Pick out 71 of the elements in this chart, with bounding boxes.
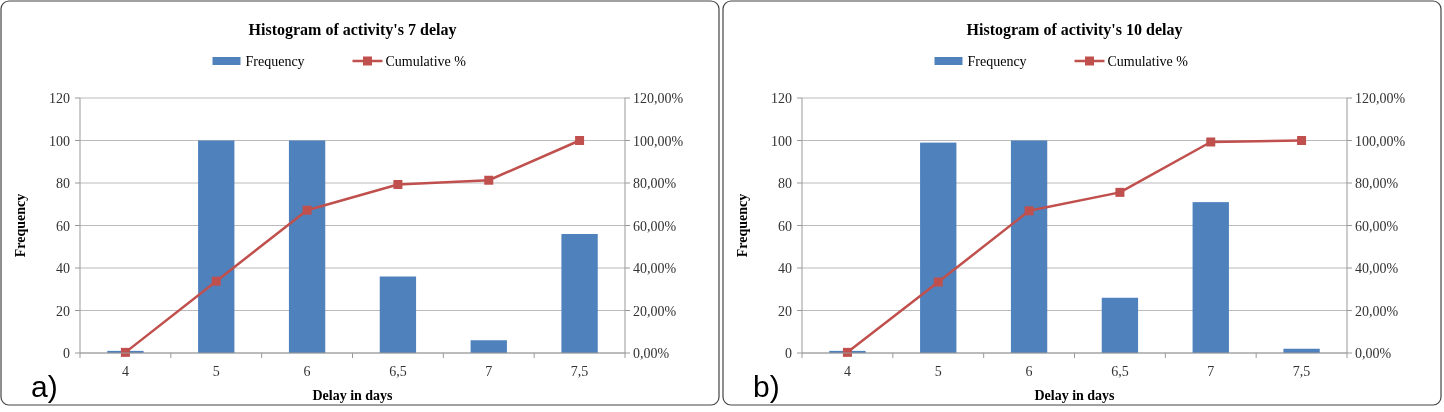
x-tick-label: 6 bbox=[1025, 364, 1033, 379]
y2-tick-label: 60,00% bbox=[1355, 218, 1399, 234]
point bbox=[1297, 136, 1307, 145]
y-tick-label: 0 bbox=[785, 346, 792, 361]
y2-tick-label: 20,00% bbox=[633, 303, 677, 319]
bar bbox=[1192, 202, 1229, 353]
y2-tick-label: 100,00% bbox=[633, 133, 684, 149]
x-tick-label: 4 bbox=[121, 364, 129, 379]
point bbox=[393, 179, 403, 189]
y-tick-label: 20 bbox=[778, 303, 792, 319]
bar bbox=[288, 140, 326, 353]
x-tick-label: 7 bbox=[485, 364, 493, 379]
x-axis-title: Delay in days bbox=[312, 388, 394, 403]
x-axis-title: Delay in days bbox=[1034, 388, 1116, 403]
bar bbox=[920, 142, 957, 353]
y-tick-label: 0 bbox=[63, 346, 70, 361]
point bbox=[1024, 206, 1034, 216]
point bbox=[933, 277, 943, 287]
x-tick-label: 6 bbox=[303, 364, 311, 379]
y-tick-label: 40 bbox=[56, 261, 70, 276]
y-tick-label: 80 bbox=[778, 176, 792, 191]
bar bbox=[561, 234, 598, 353]
y2-tick-label: 60,00% bbox=[633, 218, 677, 234]
bar bbox=[1010, 140, 1048, 353]
x-tick-label: 4 bbox=[843, 364, 851, 379]
y-axis-title: Frequency bbox=[735, 193, 750, 258]
chart-title: Histogram of activity's 7 delay bbox=[248, 21, 457, 39]
x-tick-label: 7 bbox=[1207, 364, 1215, 379]
point bbox=[1206, 137, 1216, 147]
y2-tick-label: 0,00% bbox=[1355, 346, 1392, 361]
y2-tick-label: 80,00% bbox=[1355, 176, 1399, 191]
text: a) bbox=[31, 370, 58, 403]
legend-label: Cumulative % bbox=[1107, 54, 1189, 69]
point bbox=[302, 205, 312, 215]
y-tick-label: 100 bbox=[771, 133, 792, 149]
y2-tick-label: 40,00% bbox=[1355, 261, 1399, 276]
bar bbox=[379, 276, 417, 353]
legend-label: Frequency bbox=[967, 54, 1027, 69]
point bbox=[1115, 187, 1125, 197]
y-tick-label: 100 bbox=[49, 133, 70, 149]
y2-tick-label: 100,00% bbox=[1355, 133, 1406, 149]
y2-tick-label: 80,00% bbox=[633, 176, 677, 191]
bar bbox=[198, 140, 235, 353]
x-tick-label: 5 bbox=[934, 364, 942, 379]
point bbox=[484, 175, 494, 185]
x-tick-label: 6,5 bbox=[1111, 364, 1129, 379]
y-tick-label: 20 bbox=[56, 303, 70, 319]
x-tick-label: 7,5 bbox=[1292, 364, 1311, 379]
y2-tick-label: 120,00% bbox=[1355, 91, 1406, 106]
y-tick-label: 120 bbox=[49, 91, 70, 106]
y2-tick-label: 20,00% bbox=[1355, 303, 1399, 319]
x-tick-label: 7,5 bbox=[570, 364, 589, 379]
y-axis-title: Frequency bbox=[13, 193, 28, 258]
bar bbox=[1101, 297, 1139, 353]
legend-label: Cumulative % bbox=[385, 54, 467, 69]
chart-title: Histogram of activity's 10 delay bbox=[966, 21, 1183, 39]
text: b) bbox=[753, 370, 780, 403]
x-tick-label: 6,5 bbox=[389, 364, 407, 379]
legend-label: Frequency bbox=[245, 54, 305, 69]
y2-tick-label: 40,00% bbox=[633, 261, 677, 276]
point bbox=[211, 276, 221, 286]
y-tick-label: 40 bbox=[778, 261, 792, 276]
y2-tick-label: 0,00% bbox=[633, 346, 670, 361]
x-tick-label: 5 bbox=[212, 364, 220, 379]
y-tick-label: 60 bbox=[778, 218, 792, 234]
point bbox=[575, 136, 585, 145]
y-tick-label: 60 bbox=[56, 218, 70, 234]
y-tick-label: 80 bbox=[56, 176, 70, 191]
y-tick-label: 120 bbox=[771, 91, 792, 106]
bar bbox=[470, 340, 507, 353]
y2-tick-label: 120,00% bbox=[633, 91, 684, 106]
